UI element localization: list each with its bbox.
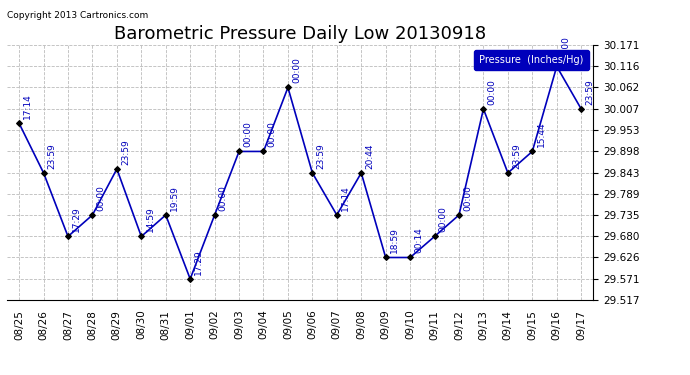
Point: [233, 148, 244, 154]
Point: [551, 63, 562, 69]
Point: [575, 106, 586, 112]
Title: Barometric Pressure Daily Low 20130918: Barometric Pressure Daily Low 20130918: [114, 26, 486, 44]
Point: [356, 170, 367, 176]
Point: [429, 234, 440, 240]
Point: [502, 170, 513, 176]
Point: [38, 170, 49, 176]
Point: [14, 120, 25, 126]
Text: 15:44: 15:44: [536, 122, 546, 147]
Point: [63, 234, 74, 240]
Point: [453, 212, 464, 218]
Text: 17:29: 17:29: [195, 249, 204, 275]
Point: [136, 234, 147, 240]
Text: 18:59: 18:59: [390, 228, 399, 254]
Text: 00:00: 00:00: [292, 57, 301, 83]
Text: 17:14: 17:14: [23, 93, 32, 119]
Text: 00:00: 00:00: [219, 185, 228, 211]
Legend: Pressure  (Inches/Hg): Pressure (Inches/Hg): [475, 50, 589, 70]
Text: 20:44: 20:44: [366, 143, 375, 169]
Text: 23:59: 23:59: [585, 79, 594, 105]
Point: [331, 212, 342, 218]
Text: Copyright 2013 Cartronics.com: Copyright 2013 Cartronics.com: [7, 11, 148, 20]
Point: [380, 255, 391, 261]
Point: [185, 276, 196, 282]
Text: 23:59: 23:59: [48, 143, 57, 169]
Text: 23:59: 23:59: [317, 143, 326, 169]
Point: [478, 106, 489, 112]
Text: 00:00: 00:00: [268, 122, 277, 147]
Point: [111, 166, 122, 172]
Text: 00:00: 00:00: [463, 185, 472, 211]
Point: [404, 255, 415, 261]
Text: 23:59: 23:59: [121, 139, 130, 165]
Point: [160, 212, 171, 218]
Text: 14:59: 14:59: [146, 207, 155, 232]
Point: [307, 170, 318, 176]
Point: [258, 148, 269, 154]
Text: 00:00: 00:00: [97, 185, 106, 211]
Text: 17:29: 17:29: [72, 207, 81, 232]
Text: 17:14: 17:14: [341, 185, 350, 211]
Point: [526, 148, 538, 154]
Text: 19:59: 19:59: [170, 185, 179, 211]
Text: 23:59: 23:59: [512, 143, 521, 169]
Text: 00:14: 00:14: [414, 228, 423, 254]
Text: 00:00: 00:00: [243, 122, 253, 147]
Text: 00:00: 00:00: [561, 36, 570, 62]
Text: 00:00: 00:00: [488, 79, 497, 105]
Point: [209, 212, 220, 218]
Text: 00:00: 00:00: [439, 206, 448, 232]
Point: [282, 84, 293, 90]
Point: [87, 212, 98, 218]
